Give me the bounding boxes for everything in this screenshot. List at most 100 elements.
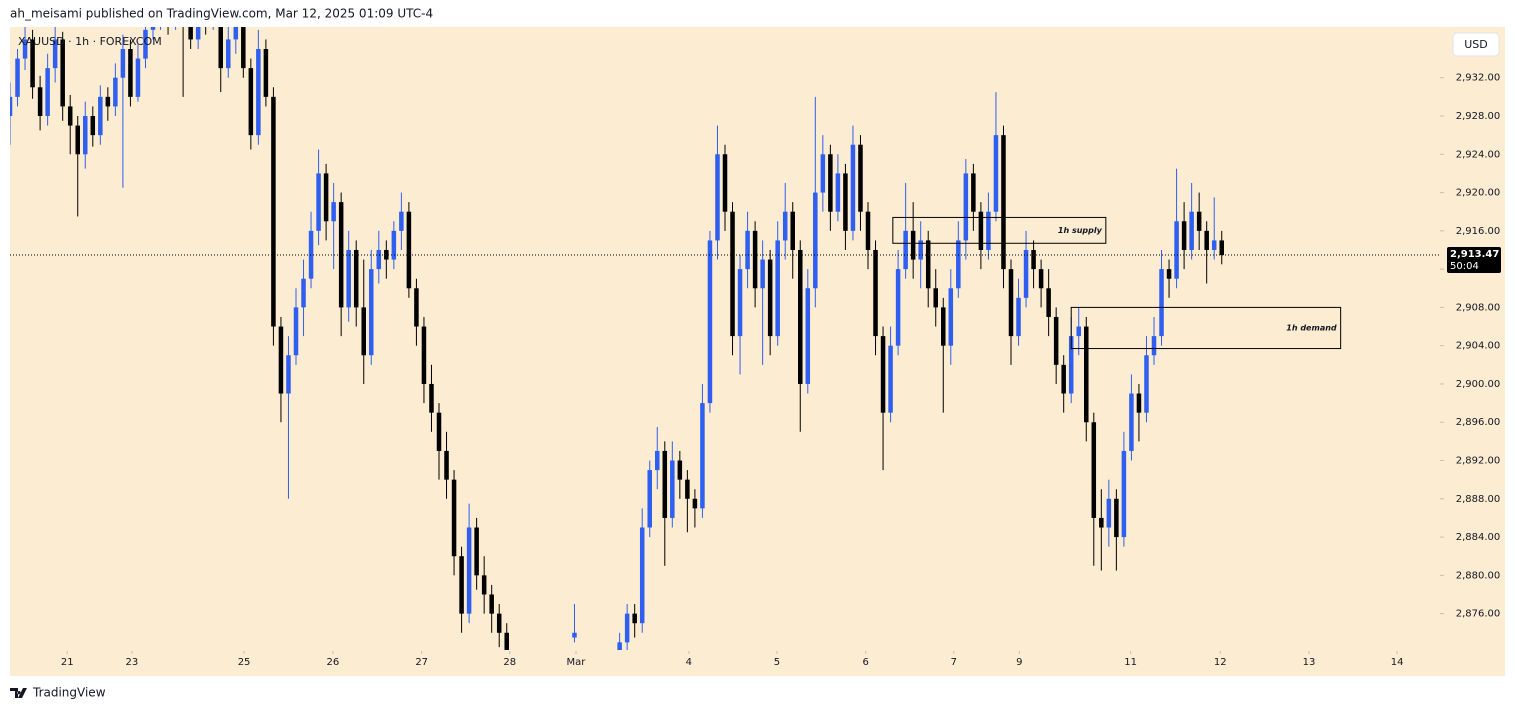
candle-body (858, 144, 863, 212)
y-tick-label: 2,900.00 (1456, 379, 1501, 390)
candle-body (248, 68, 254, 136)
candle-body (22, 39, 28, 59)
candle-body (910, 230, 916, 260)
candle-body (760, 259, 765, 289)
candle-body (67, 106, 73, 126)
candle-body (1023, 249, 1029, 298)
candle-body (1016, 297, 1021, 337)
candle-body (1151, 336, 1157, 356)
candle-body (278, 326, 284, 394)
candle-body (1099, 517, 1104, 528)
currency-label[interactable]: USD (1464, 38, 1488, 51)
candle-body (865, 211, 871, 250)
candle-body (790, 211, 795, 250)
candle-body (1196, 211, 1202, 231)
x-tick-label: 5 (774, 657, 780, 668)
x-tick-label: 21 (61, 657, 74, 668)
candle-body (1038, 269, 1044, 289)
last-price-box (1447, 247, 1501, 274)
candle-body (52, 39, 58, 69)
candle-body (83, 116, 88, 155)
candle-body (263, 49, 269, 97)
candle-body (798, 249, 803, 384)
candle-body (677, 460, 683, 480)
candle-body (286, 355, 291, 394)
candle-body (978, 211, 984, 250)
y-tick-label: 2,892.00 (1456, 456, 1501, 467)
candle-body (835, 173, 841, 212)
candle-body (135, 58, 141, 97)
candle-body (391, 230, 397, 260)
candle-body (188, 27, 193, 40)
candle-body (128, 49, 133, 97)
y-tick-label: 2,880.00 (1456, 570, 1501, 581)
candle-body (331, 202, 336, 222)
candle-body (436, 412, 442, 451)
y-tick-label: 2,924.00 (1456, 149, 1501, 160)
candle-body (971, 173, 976, 212)
candle-body (323, 173, 329, 222)
candle-body (489, 594, 494, 614)
candle-body (399, 211, 404, 231)
candle-body (150, 27, 156, 30)
x-tick-label: 11 (1124, 657, 1137, 668)
candle-body (1053, 316, 1059, 365)
candle-body (406, 211, 412, 289)
candle-body (820, 154, 826, 193)
candle-body (880, 336, 886, 413)
candle-body (986, 211, 991, 250)
candle-body (850, 144, 856, 231)
candle-body (813, 192, 818, 289)
candle-body (1008, 269, 1014, 337)
candle-body (1159, 269, 1164, 337)
y-tick-label: 2,932.00 (1456, 73, 1501, 84)
candle-body (459, 556, 464, 614)
candle-body (496, 613, 502, 633)
x-tick-label: 14 (1391, 657, 1404, 668)
candle-body (692, 498, 698, 509)
candle-body (963, 173, 969, 241)
candle-body (1219, 240, 1224, 256)
y-tick-label: 2,916.00 (1456, 226, 1501, 237)
y-tick-label: 2,908.00 (1456, 302, 1501, 313)
candle-body (767, 259, 773, 337)
candle-body (241, 27, 246, 69)
x-tick-label: 4 (686, 657, 692, 668)
candle-body (376, 249, 382, 270)
candle-body (60, 39, 65, 107)
candle-body (925, 240, 931, 289)
candle-body (293, 307, 299, 356)
candle-body (466, 527, 472, 614)
candle-body (308, 230, 314, 279)
zone-label: 1h supply (1058, 226, 1103, 235)
zone-box (1070, 306, 1342, 350)
candle-body (1091, 422, 1097, 518)
candle-body (1061, 364, 1066, 394)
candle-body (1031, 249, 1036, 270)
y-tick-label: 2,884.00 (1456, 532, 1501, 543)
plot-area: 1h supply 1h demand (10, 27, 1342, 650)
y-tick-label: 2,896.00 (1456, 417, 1501, 428)
candle-body (233, 27, 239, 40)
candle-body (647, 470, 652, 528)
candle-body (670, 460, 675, 518)
footer-brand: TradingView (32, 686, 106, 700)
candle-body (105, 96, 111, 107)
candle-body (805, 288, 811, 384)
y-tick-label: 2,928.00 (1456, 111, 1501, 122)
candle-body (1121, 450, 1127, 538)
candle-body (662, 450, 668, 518)
candle-body (369, 269, 374, 356)
y-tick-label: 2,876.00 (1456, 609, 1501, 620)
candle-body (715, 154, 720, 241)
candle-body (481, 575, 487, 595)
y-tick-label: 2,888.00 (1456, 494, 1501, 505)
currency-box[interactable] (1452, 32, 1500, 57)
candle-body (685, 479, 690, 499)
x-tick-label: 27 (415, 657, 428, 668)
candle-body (120, 49, 126, 78)
candle-body (993, 135, 999, 212)
candle-body (895, 269, 901, 346)
candle-body (948, 288, 954, 346)
